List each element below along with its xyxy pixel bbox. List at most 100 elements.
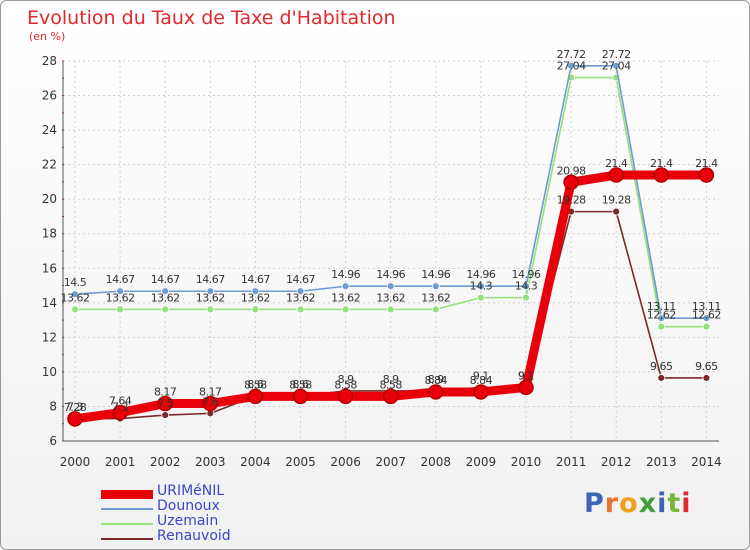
x-tick-label: 2005 (285, 455, 316, 469)
point-urim-nil (608, 167, 624, 183)
chart-subtitle: (en %) (29, 30, 66, 43)
x-tick-label: 2008 (421, 455, 452, 469)
point-uzemain (386, 305, 395, 314)
point-urim-nil (563, 174, 579, 191)
data-label-uzemain: 27.04 (557, 60, 586, 73)
data-label-uzemain: 13.62 (61, 291, 90, 304)
data-label-dounoux: 14.67 (286, 273, 315, 286)
data-label-renauvoid: 7.6 (202, 395, 218, 408)
x-tick-label: 2014 (691, 455, 722, 469)
data-label-dounoux: 14.96 (331, 268, 360, 281)
data-label-urim-nil: 8.84 (425, 374, 448, 387)
legend-label: Dounoux (157, 498, 220, 514)
y-tick-label: 14 (42, 296, 57, 310)
logo-letter: t (667, 488, 682, 519)
x-tick-label: 2002 (150, 455, 181, 469)
x-tick-label: 2000 (60, 455, 91, 469)
data-label-uzemain: 13.62 (151, 291, 180, 304)
x-tick-label: 2011 (556, 455, 587, 469)
logo-letter: o (619, 488, 639, 519)
data-label-uzemain: 14.3 (470, 280, 493, 293)
point-urim-nil (428, 384, 444, 400)
data-label-urim-nil: 7.28 (64, 401, 87, 414)
point-uzemain (341, 305, 350, 314)
data-label-urim-nil: 7.64 (109, 395, 132, 408)
point-urim-nil (247, 388, 264, 405)
point-dounoux (161, 287, 170, 296)
data-label-dounoux: 14.67 (196, 273, 225, 286)
point-urim-nil (518, 379, 534, 396)
point-dounoux (296, 287, 305, 296)
data-label-dounoux: 14.67 (106, 273, 135, 286)
point-dounoux (386, 282, 395, 291)
data-label-urim-nil: 21.4 (650, 157, 673, 170)
x-tick-label: 2003 (195, 455, 226, 469)
data-label-uzemain: 14.3 (515, 280, 538, 293)
y-tick-label: 6 (49, 434, 57, 448)
data-label-urim-nil: 21.4 (605, 157, 628, 170)
point-dounoux (431, 282, 440, 291)
x-tick-label: 2007 (375, 455, 406, 469)
y-tick-label: 8 (49, 399, 57, 413)
point-urim-nil (653, 167, 670, 183)
data-label-uzemain: 13.62 (241, 291, 270, 304)
point-uzemain (702, 322, 711, 331)
point-uzemain (71, 305, 79, 314)
data-label-renauvoid: 7.3 (112, 401, 128, 414)
point-renauvoid (161, 411, 170, 419)
data-label-urim-nil: 8.17 (154, 386, 177, 399)
point-uzemain (522, 293, 530, 302)
point-urim-nil (698, 167, 715, 183)
grid (63, 60, 719, 442)
legend-swatch (101, 489, 153, 499)
data-label-uzemain: 13.62 (376, 291, 405, 304)
point-uzemain (206, 305, 215, 314)
point-dounoux (657, 314, 666, 323)
logo-letter: x (638, 488, 658, 519)
data-label-urim-nil: 21.4 (695, 157, 718, 170)
data-label-renauvoid: 9.1 (473, 369, 489, 382)
point-dounoux (251, 287, 260, 296)
x-tick-label: 2004 (240, 455, 271, 469)
legend-item: Renauvoid (101, 528, 301, 546)
data-label-urim-nil: 8.58 (334, 378, 357, 391)
data-label-renauvoid: 8.9 (383, 373, 399, 386)
point-urim-nil (157, 395, 173, 412)
axes: 6 8 10 12 14 16 18 20 22 24 26 28 2000 2001 2002 2003 20… (42, 54, 722, 469)
data-label-urim-nil: 8.17 (199, 386, 222, 399)
data-label-urim-nil: 8.58 (289, 378, 312, 391)
y-tick-label: 20 (42, 192, 57, 206)
point-dounoux (206, 287, 215, 296)
logo-letter: r (604, 488, 620, 519)
data-label-renauvoid: 8.9 (428, 373, 444, 386)
y-tick-label: 26 (42, 89, 57, 103)
logo-letter: i (681, 488, 692, 519)
point-uzemain (251, 305, 260, 314)
data-label-dounoux: 14.96 (466, 268, 495, 281)
data-label-renauvoid: 9.65 (695, 360, 718, 373)
point-renauvoid (657, 374, 666, 382)
data-label-renauvoid: 19.28 (557, 194, 586, 207)
data-label-dounoux: 13.11 (692, 300, 721, 313)
logo-letter: i (657, 488, 668, 519)
point-uzemain (161, 305, 170, 314)
proxiti-logo: Proxiti (584, 488, 692, 519)
y-tick-label: 24 (42, 123, 57, 137)
data-labels: 7.28 7.64 8.17 8.17 8.58 8.58 8.58 8.58 8.84 8.84… (61, 48, 722, 414)
data-label-dounoux: 14.5 (64, 276, 87, 289)
point-urim-nil (473, 384, 489, 400)
x-tick-label: 2012 (601, 455, 632, 469)
data-label-dounoux: 13.11 (647, 300, 676, 313)
point-urim-nil (202, 395, 219, 412)
series-lines (67, 61, 715, 427)
point-renauvoid (702, 374, 711, 382)
y-tick-label: 22 (42, 158, 57, 172)
legend-item: Dounoux (101, 498, 301, 516)
data-label-dounoux: 14.67 (241, 273, 270, 286)
point-dounoux (612, 61, 621, 70)
y-tick-label: 10 (42, 365, 57, 379)
data-label-uzemain: 13.62 (286, 291, 315, 304)
chart-title: Evolution du Taux de Taxe d'Habitation (27, 7, 396, 29)
point-uzemain (296, 305, 305, 314)
